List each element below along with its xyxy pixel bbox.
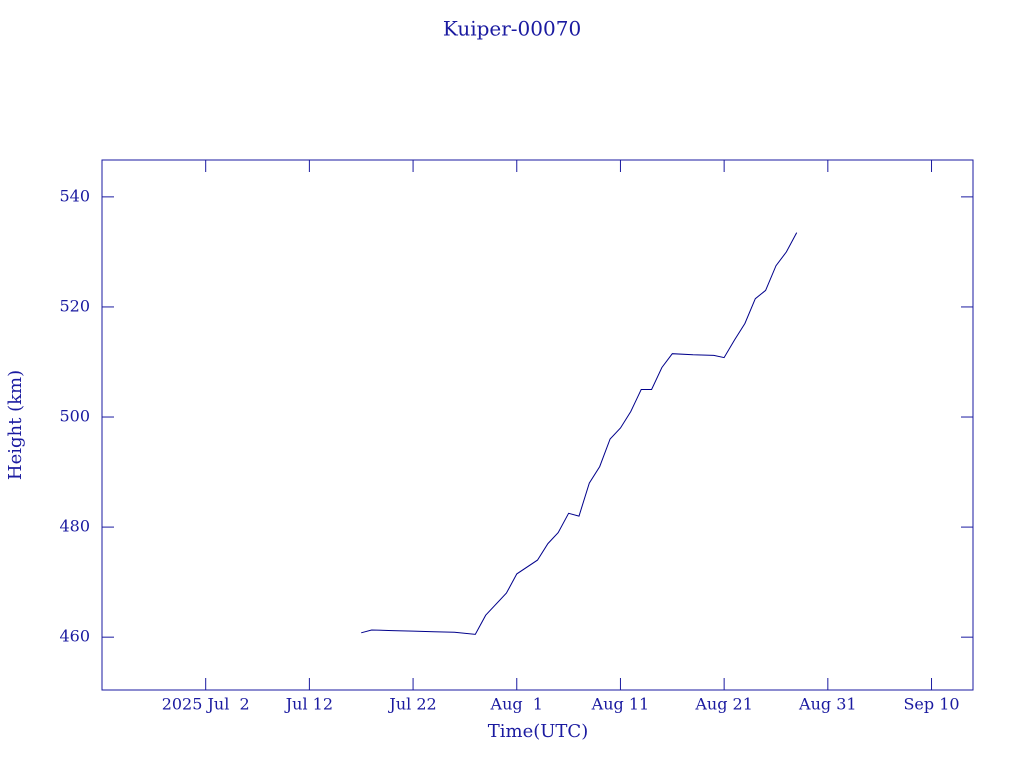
x-tick-label: Aug 11 [591, 695, 650, 714]
x-tick-label: Jul 22 [387, 695, 436, 714]
y-tick-label: 540 [59, 186, 90, 205]
data-line [361, 232, 798, 635]
plot-frame [101, 159, 974, 691]
y-tick-label: 480 [59, 517, 90, 536]
y-tick-label: 520 [59, 296, 90, 315]
y-tick-label: 500 [59, 407, 90, 426]
x-tick-label: Aug 21 [694, 695, 753, 714]
x-tick-label: Jul 12 [284, 695, 333, 714]
x-tick-label: Aug 31 [798, 695, 857, 714]
x-axis-label: Time(UTC) [488, 721, 588, 742]
x-tick-label: Aug 1 [490, 695, 543, 714]
chart-title: Kuiper-00070 [443, 17, 581, 41]
y-tick-label: 460 [59, 627, 90, 646]
x-tick-label: Sep 10 [903, 695, 959, 714]
y-axis-label: Height (km) [5, 370, 26, 480]
x-tick-label: 2025 Jul 2 [162, 695, 250, 714]
